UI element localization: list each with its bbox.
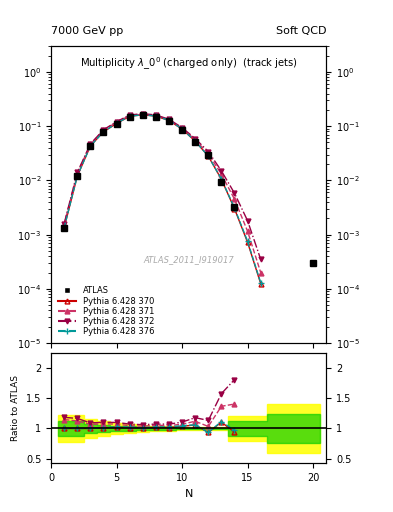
Polygon shape — [58, 404, 320, 453]
Text: ATLAS_2011_I919017: ATLAS_2011_I919017 — [143, 255, 234, 264]
X-axis label: N: N — [184, 488, 193, 499]
Text: Soft QCD: Soft QCD — [276, 26, 326, 36]
Text: Multiplicity $\lambda\_0^0$ (charged only)  (track jets): Multiplicity $\lambda\_0^0$ (charged onl… — [80, 55, 298, 72]
Y-axis label: Ratio to ATLAS: Ratio to ATLAS — [11, 375, 20, 441]
Text: 7000 GeV pp: 7000 GeV pp — [51, 26, 123, 36]
Polygon shape — [58, 414, 320, 443]
Legend: ATLAS, Pythia 6.428 370, Pythia 6.428 371, Pythia 6.428 372, Pythia 6.428 376: ATLAS, Pythia 6.428 370, Pythia 6.428 37… — [55, 284, 157, 339]
